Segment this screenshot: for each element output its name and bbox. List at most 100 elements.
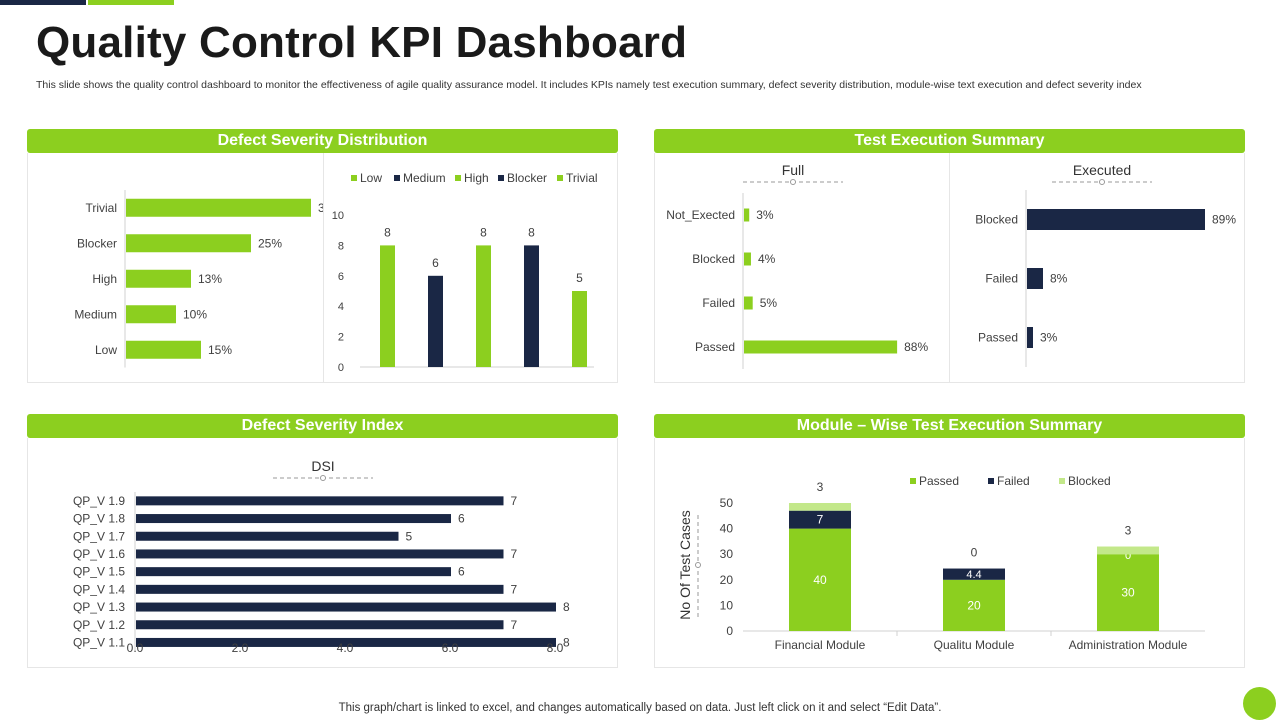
category-label: QP_V 1.1 xyxy=(73,635,125,649)
data-label: 3% xyxy=(1040,331,1058,345)
legend-marker xyxy=(498,175,504,181)
data-label: 5 xyxy=(576,271,583,285)
bar xyxy=(136,549,504,559)
legend-marker xyxy=(1059,478,1065,484)
bar xyxy=(126,305,176,324)
y-title-selection-handle xyxy=(695,562,701,568)
data-label: 89% xyxy=(1212,213,1236,227)
category-label: Blocked xyxy=(975,213,1018,227)
bar xyxy=(136,514,451,524)
data-label: 37% xyxy=(318,201,323,215)
y-tick-label: 40 xyxy=(720,522,734,536)
data-label: 4% xyxy=(758,252,776,266)
category-label: Blocker xyxy=(77,236,117,250)
legend-marker xyxy=(351,175,357,181)
panel-header-defect-severity-index: Defect Severity Index xyxy=(27,414,618,438)
data-label: 7 xyxy=(817,513,824,527)
y-tick-label: 0 xyxy=(338,362,344,374)
chart-defect-distribution-columns[interactable]: 0 2 4 6 8 10 8 6 8 8 5 Low Medium High Blocker Trivial xyxy=(324,153,618,383)
data-label: 6 xyxy=(432,256,439,270)
bar xyxy=(524,245,539,367)
data-label: 3 xyxy=(1125,524,1132,538)
data-label: 5% xyxy=(760,296,778,310)
page-title: Quality Control KPI Dashboard xyxy=(36,18,688,67)
bar xyxy=(126,198,311,217)
panel-defect-severity-index: Defect Severity Index DSI QP_V 1.9 7 QP_V 1… xyxy=(27,414,618,668)
category-label: Blocked xyxy=(692,252,735,266)
chart-title: Full xyxy=(782,162,805,178)
legend-label: Blocker xyxy=(507,171,547,185)
panel-body xyxy=(654,438,1245,668)
category-label: QP_V 1.3 xyxy=(73,600,125,614)
top-accent-navy xyxy=(0,0,86,5)
page-subtitle: This slide shows the quality control das… xyxy=(36,79,1142,91)
data-label: 7 xyxy=(511,618,518,632)
data-label: 7 xyxy=(511,494,518,508)
chart-test-execution-executed[interactable]: Executed Blocked 89% Failed 8% Passed 3% xyxy=(950,153,1245,383)
category-label: Trivial xyxy=(85,201,117,215)
category-label: QP_V 1.2 xyxy=(73,618,125,632)
bar xyxy=(1027,209,1205,230)
y-tick-label: 6 xyxy=(338,271,344,283)
x-tick-label: 0.0 xyxy=(127,641,144,655)
panel-header-test-execution-summary: Test Execution Summary xyxy=(654,129,1245,153)
data-label: 88% xyxy=(904,340,928,354)
chart-defect-severity-index[interactable]: DSI QP_V 1.9 7 QP_V 1.8 6 QP_V 1.7 5 QP_V 1.6 7 Q… xyxy=(27,438,618,668)
bar xyxy=(744,208,750,222)
bar xyxy=(380,245,395,367)
panel-defect-severity-distribution: Defect Severity Distribution Trivial 37% B… xyxy=(27,129,618,383)
stacked-bar-segment xyxy=(1097,554,1159,631)
data-label: 3% xyxy=(756,208,774,222)
y-tick-label: 4 xyxy=(338,301,344,313)
x-tick-label: 4.0 xyxy=(337,641,354,655)
category-label: QP_V 1.6 xyxy=(73,547,125,561)
data-label: 7 xyxy=(511,582,518,596)
title-selection-handle xyxy=(320,475,326,481)
category-label: Low xyxy=(95,343,117,357)
chart-defect-distribution-bars[interactable]: Trivial 37% Blocker 25% High 13% Medium 10% Low 1… xyxy=(27,153,323,383)
stacked-bar-segment xyxy=(789,528,851,631)
data-label: 8 xyxy=(563,600,570,614)
stacked-bar-segment xyxy=(789,510,851,529)
category-label: QP_V 1.8 xyxy=(73,512,125,526)
panel-test-execution-summary: Test Execution Summary Full Not_Exected 3%… xyxy=(654,129,1245,383)
stacked-bar-segment xyxy=(943,568,1005,580)
legend-marker xyxy=(394,175,400,181)
legend-marker xyxy=(557,175,563,181)
chart-title: Executed xyxy=(1073,162,1131,178)
data-label: 8 xyxy=(480,225,487,239)
y-tick-label: 10 xyxy=(332,210,344,222)
y-tick-label: 30 xyxy=(720,547,734,561)
data-label: 4.4 xyxy=(966,569,981,581)
data-label: 6 xyxy=(458,512,465,526)
bar xyxy=(136,567,451,577)
data-label: 13% xyxy=(198,272,222,286)
bar xyxy=(476,245,491,367)
stacked-bar-segment xyxy=(789,503,851,511)
data-label: 30 xyxy=(1121,586,1135,600)
data-label: 7 xyxy=(511,547,518,561)
category-label: Failed xyxy=(985,272,1018,286)
panel-body xyxy=(27,438,618,668)
bar xyxy=(126,269,191,288)
legend-label: High xyxy=(464,171,489,185)
panel-header-module-wise-summary: Module – Wise Test Execution Summary xyxy=(654,414,1245,438)
bar xyxy=(136,531,399,541)
title-selection-handle xyxy=(1099,179,1105,185)
category-label: QP_V 1.5 xyxy=(73,565,125,579)
bar xyxy=(744,340,898,354)
bar xyxy=(1027,268,1043,289)
category-label: Not_Exected xyxy=(666,208,735,222)
legend-marker xyxy=(988,478,994,484)
data-label: 10% xyxy=(183,307,207,321)
category-label: Failed xyxy=(702,296,735,310)
legend-label: Passed xyxy=(919,474,959,488)
y-tick-label: 20 xyxy=(720,573,734,587)
chart-test-execution-full[interactable]: Full Not_Exected 3% Blocked 4% Failed 5% Passed… xyxy=(654,153,949,383)
data-label: 15% xyxy=(208,343,232,357)
stacked-bar-segment xyxy=(1097,546,1159,555)
panel-body xyxy=(27,153,618,383)
data-label: 8 xyxy=(528,225,535,239)
bar xyxy=(428,275,443,367)
